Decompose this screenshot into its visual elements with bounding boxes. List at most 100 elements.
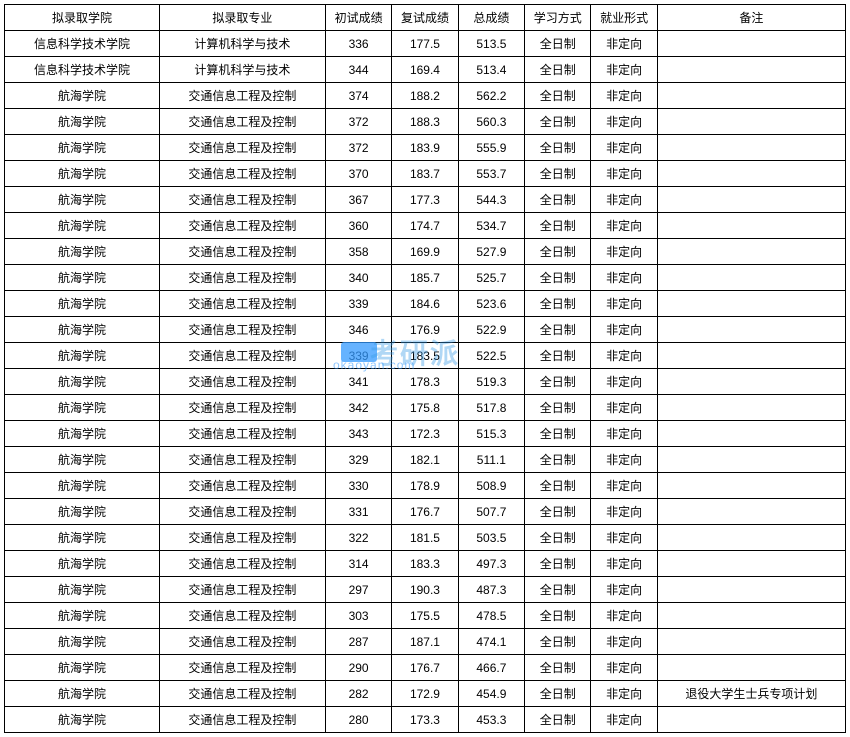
cell-major: 交通信息工程及控制 bbox=[159, 161, 325, 187]
cell-remark bbox=[657, 265, 845, 291]
cell-prelim: 329 bbox=[325, 447, 391, 473]
cell-major: 交通信息工程及控制 bbox=[159, 395, 325, 421]
cell-studymode: 全日制 bbox=[525, 629, 591, 655]
cell-remark bbox=[657, 317, 845, 343]
column-header-prelim: 初试成绩 bbox=[325, 5, 391, 31]
cell-total: 497.3 bbox=[458, 551, 524, 577]
cell-major: 交通信息工程及控制 bbox=[159, 577, 325, 603]
cell-jobtype: 非定向 bbox=[591, 265, 657, 291]
cell-interview: 188.2 bbox=[392, 83, 458, 109]
cell-remark bbox=[657, 239, 845, 265]
cell-major: 交通信息工程及控制 bbox=[159, 369, 325, 395]
cell-interview: 169.4 bbox=[392, 57, 458, 83]
cell-remark bbox=[657, 629, 845, 655]
cell-prelim: 336 bbox=[325, 31, 391, 57]
cell-major: 交通信息工程及控制 bbox=[159, 83, 325, 109]
cell-college: 航海学院 bbox=[5, 629, 160, 655]
cell-jobtype: 非定向 bbox=[591, 681, 657, 707]
cell-major: 交通信息工程及控制 bbox=[159, 551, 325, 577]
cell-studymode: 全日制 bbox=[525, 447, 591, 473]
cell-remark bbox=[657, 83, 845, 109]
cell-college: 航海学院 bbox=[5, 681, 160, 707]
cell-remark bbox=[657, 31, 845, 57]
cell-interview: 187.1 bbox=[392, 629, 458, 655]
cell-interview: 190.3 bbox=[392, 577, 458, 603]
cell-major: 交通信息工程及控制 bbox=[159, 655, 325, 681]
cell-jobtype: 非定向 bbox=[591, 161, 657, 187]
cell-remark bbox=[657, 603, 845, 629]
admission-table: 拟录取学院拟录取专业初试成绩复试成绩总成绩学习方式就业形式备注 信息科学技术学院… bbox=[4, 4, 846, 733]
cell-total: 555.9 bbox=[458, 135, 524, 161]
cell-college: 信息科学技术学院 bbox=[5, 57, 160, 83]
cell-interview: 176.9 bbox=[392, 317, 458, 343]
cell-college: 航海学院 bbox=[5, 135, 160, 161]
cell-studymode: 全日制 bbox=[525, 317, 591, 343]
table-row: 航海学院交通信息工程及控制329182.1511.1全日制非定向 bbox=[5, 447, 846, 473]
cell-college: 航海学院 bbox=[5, 447, 160, 473]
cell-college: 航海学院 bbox=[5, 109, 160, 135]
cell-remark bbox=[657, 213, 845, 239]
cell-prelim: 339 bbox=[325, 291, 391, 317]
cell-remark: 退役大学生士兵专项计划 bbox=[657, 681, 845, 707]
table-row: 航海学院交通信息工程及控制290176.7466.7全日制非定向 bbox=[5, 655, 846, 681]
cell-studymode: 全日制 bbox=[525, 31, 591, 57]
cell-studymode: 全日制 bbox=[525, 707, 591, 733]
cell-major: 交通信息工程及控制 bbox=[159, 421, 325, 447]
cell-studymode: 全日制 bbox=[525, 525, 591, 551]
cell-major: 交通信息工程及控制 bbox=[159, 447, 325, 473]
cell-interview: 183.9 bbox=[392, 135, 458, 161]
table-row: 航海学院交通信息工程及控制374188.2562.2全日制非定向 bbox=[5, 83, 846, 109]
cell-interview: 178.3 bbox=[392, 369, 458, 395]
cell-interview: 172.3 bbox=[392, 421, 458, 447]
cell-jobtype: 非定向 bbox=[591, 447, 657, 473]
cell-major: 交通信息工程及控制 bbox=[159, 629, 325, 655]
cell-jobtype: 非定向 bbox=[591, 317, 657, 343]
cell-major: 交通信息工程及控制 bbox=[159, 473, 325, 499]
cell-total: 507.7 bbox=[458, 499, 524, 525]
cell-total: 523.6 bbox=[458, 291, 524, 317]
cell-major: 交通信息工程及控制 bbox=[159, 317, 325, 343]
table-row: 航海学院交通信息工程及控制367177.3544.3全日制非定向 bbox=[5, 187, 846, 213]
cell-total: 527.9 bbox=[458, 239, 524, 265]
table-row: 航海学院交通信息工程及控制346176.9522.9全日制非定向 bbox=[5, 317, 846, 343]
cell-major: 交通信息工程及控制 bbox=[159, 213, 325, 239]
cell-jobtype: 非定向 bbox=[591, 655, 657, 681]
cell-college: 航海学院 bbox=[5, 187, 160, 213]
cell-studymode: 全日制 bbox=[525, 265, 591, 291]
cell-prelim: 358 bbox=[325, 239, 391, 265]
cell-total: 517.8 bbox=[458, 395, 524, 421]
cell-jobtype: 非定向 bbox=[591, 525, 657, 551]
column-header-remark: 备注 bbox=[657, 5, 845, 31]
cell-jobtype: 非定向 bbox=[591, 369, 657, 395]
table-row: 航海学院交通信息工程及控制339183.5522.5全日制非定向 bbox=[5, 343, 846, 369]
cell-interview: 183.7 bbox=[392, 161, 458, 187]
cell-interview: 175.8 bbox=[392, 395, 458, 421]
cell-remark bbox=[657, 291, 845, 317]
cell-total: 553.7 bbox=[458, 161, 524, 187]
table-row: 航海学院交通信息工程及控制314183.3497.3全日制非定向 bbox=[5, 551, 846, 577]
cell-remark bbox=[657, 473, 845, 499]
cell-college: 航海学院 bbox=[5, 525, 160, 551]
table-row: 航海学院交通信息工程及控制370183.7553.7全日制非定向 bbox=[5, 161, 846, 187]
cell-studymode: 全日制 bbox=[525, 395, 591, 421]
cell-studymode: 全日制 bbox=[525, 291, 591, 317]
cell-interview: 183.3 bbox=[392, 551, 458, 577]
cell-interview: 184.6 bbox=[392, 291, 458, 317]
cell-jobtype: 非定向 bbox=[591, 291, 657, 317]
cell-remark bbox=[657, 187, 845, 213]
cell-jobtype: 非定向 bbox=[591, 239, 657, 265]
cell-prelim: 372 bbox=[325, 135, 391, 161]
cell-college: 航海学院 bbox=[5, 369, 160, 395]
cell-studymode: 全日制 bbox=[525, 83, 591, 109]
cell-interview: 181.5 bbox=[392, 525, 458, 551]
cell-college: 航海学院 bbox=[5, 551, 160, 577]
cell-college: 航海学院 bbox=[5, 239, 160, 265]
cell-major: 交通信息工程及控制 bbox=[159, 499, 325, 525]
cell-interview: 172.9 bbox=[392, 681, 458, 707]
cell-remark bbox=[657, 447, 845, 473]
cell-interview: 177.5 bbox=[392, 31, 458, 57]
cell-prelim: 367 bbox=[325, 187, 391, 213]
cell-total: 513.4 bbox=[458, 57, 524, 83]
table-row: 航海学院交通信息工程及控制280173.3453.3全日制非定向 bbox=[5, 707, 846, 733]
cell-interview: 188.3 bbox=[392, 109, 458, 135]
